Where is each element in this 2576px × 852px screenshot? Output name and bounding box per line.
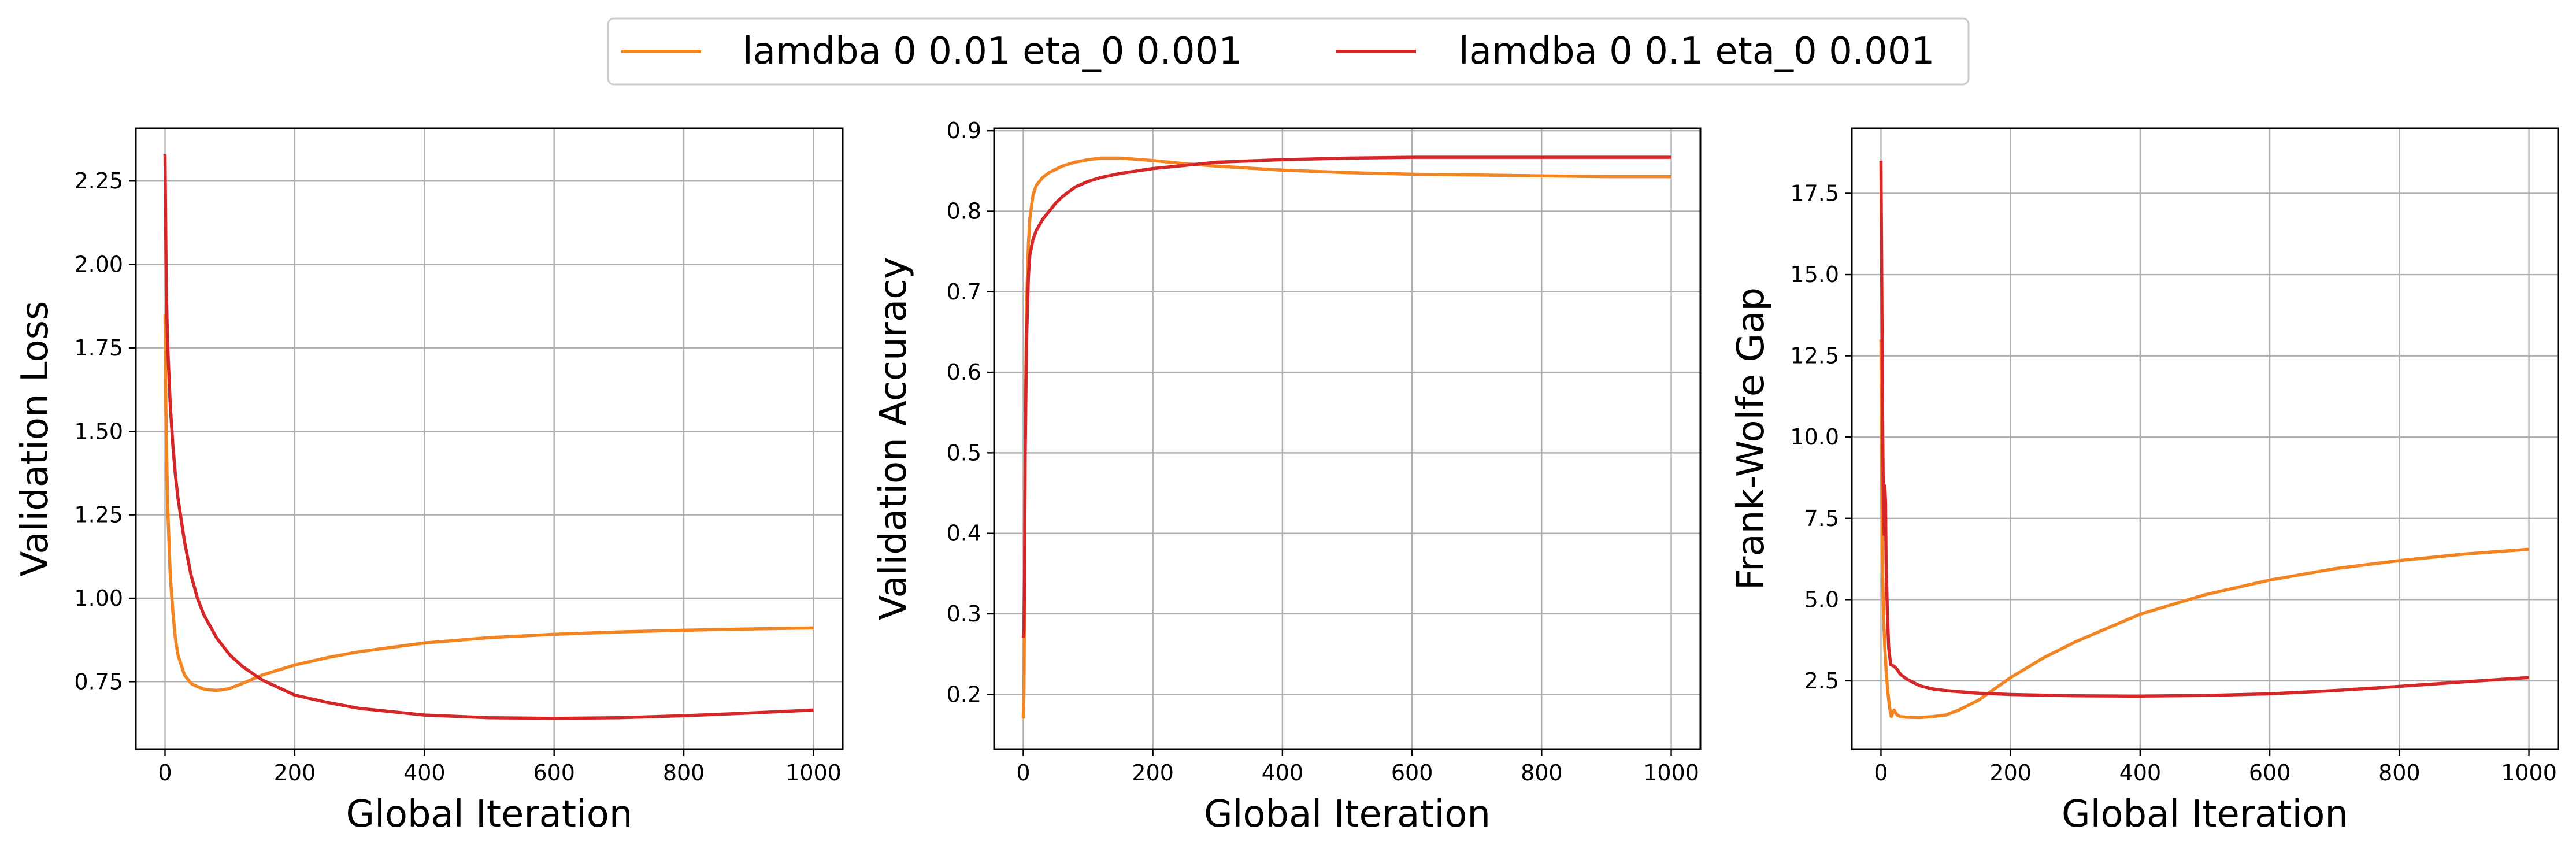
series-line [163, 154, 814, 720]
series-group [163, 154, 814, 720]
series-line [1021, 155, 1671, 639]
y-tick-label: 0.4 [947, 521, 981, 546]
series-group [1879, 161, 2529, 720]
plot-frame [993, 127, 1702, 750]
legend-item: lamdba 0 0.1 eta_0 0.001 [1336, 30, 1934, 73]
chart-panel: 0 200 400 600 800 1000 0.75 1.00 1.25 1.50 1.75 2.0… [14, 127, 844, 836]
x-axis-title: Global Iteration [2062, 793, 2348, 836]
plot-frame [135, 127, 844, 750]
y-tick-label: 2.25 [74, 168, 123, 194]
legend-frame [607, 17, 1970, 86]
y-tick-label: 17.5 [1790, 180, 1839, 206]
x-tick-label: 800 [1521, 760, 1563, 786]
x-tick-label: 1000 [1643, 760, 1699, 786]
x-tick-label: 1000 [785, 760, 842, 786]
y-tick-label: 1.25 [74, 502, 123, 528]
x-tick-label: 0 [1016, 760, 1030, 786]
x-tick-label: 600 [1391, 760, 1433, 786]
x-tick-label: 200 [1132, 760, 1174, 786]
y-tick-label: 5.0 [1804, 587, 1839, 612]
chart-panel: 0 200 400 600 800 1000 0.2 0.3 0.4 0.5 0.6 0.7 0.8 0.… [872, 118, 1702, 836]
x-tick-label: 200 [274, 760, 316, 786]
y-axis-title: Validation Accuracy [872, 257, 915, 621]
y-tick-label: 0.7 [947, 279, 981, 305]
legend: lamdba 0 0.01 eta_0 0.001 lamdba 0 0.1 et… [607, 17, 1970, 86]
x-tick-label: 400 [2119, 760, 2162, 786]
y-tick-label: 0.8 [947, 198, 981, 224]
y-tick-label: 0.6 [947, 360, 981, 385]
x-tick-label: 0 [158, 760, 172, 786]
x-tick-label: 800 [663, 760, 705, 786]
x-tick-label: 0 [1874, 760, 1888, 786]
x-tick-label: 400 [1262, 760, 1304, 786]
y-tick-label: 2.00 [74, 252, 123, 277]
y-axis-title: Validation Loss [14, 301, 57, 577]
legend-label: lamdba 0 0.01 eta_0 0.001 [743, 30, 1242, 73]
y-tick-label: 15.0 [1790, 262, 1839, 287]
x-tick-label: 600 [2249, 760, 2291, 786]
series-line [163, 314, 814, 692]
y-tick-label: 0.5 [947, 440, 981, 465]
y-tick-label: 7.5 [1804, 506, 1839, 531]
legend-item: lamdba 0 0.01 eta_0 0.001 [621, 30, 1242, 73]
series-line [1879, 339, 2529, 720]
plot-frame [1851, 127, 2559, 750]
y-tick-label: 0.75 [74, 669, 123, 694]
x-tick-label: 200 [1989, 760, 2032, 786]
chart-panels: 0 200 400 600 800 1000 0.75 1.00 1.25 1.50 1.75 2.0… [14, 118, 2559, 836]
y-tick-label: 0.3 [947, 601, 981, 627]
x-axis-title: Global Iteration [346, 793, 633, 836]
x-tick-label: 600 [533, 760, 575, 786]
series-group [1021, 155, 1671, 719]
y-tick-label: 12.5 [1790, 343, 1839, 369]
y-tick-label: 2.5 [1804, 668, 1839, 694]
series-line [1879, 161, 2529, 698]
y-tick-label: 0.2 [947, 681, 981, 707]
x-tick-label: 400 [403, 760, 446, 786]
y-axis-title: Frank-Wolfe Gap [1730, 287, 1773, 590]
y-tick-label: 1.00 [74, 586, 123, 611]
x-tick-label: 1000 [2501, 760, 2557, 786]
chart-panel: 0 200 400 600 800 1000 2.5 5.0 7.5 10.0 12.5 15.0 17… [1730, 127, 2559, 836]
x-axis-title: Global Iteration [1204, 793, 1491, 836]
y-tick-label: 1.75 [74, 335, 123, 361]
series-line [1021, 156, 1671, 719]
y-tick-label: 10.0 [1790, 424, 1839, 450]
y-tick-label: 0.9 [947, 118, 981, 143]
x-tick-label: 800 [2378, 760, 2421, 786]
y-tick-label: 1.50 [74, 418, 123, 444]
legend-label: lamdba 0 0.1 eta_0 0.001 [1459, 30, 1934, 73]
